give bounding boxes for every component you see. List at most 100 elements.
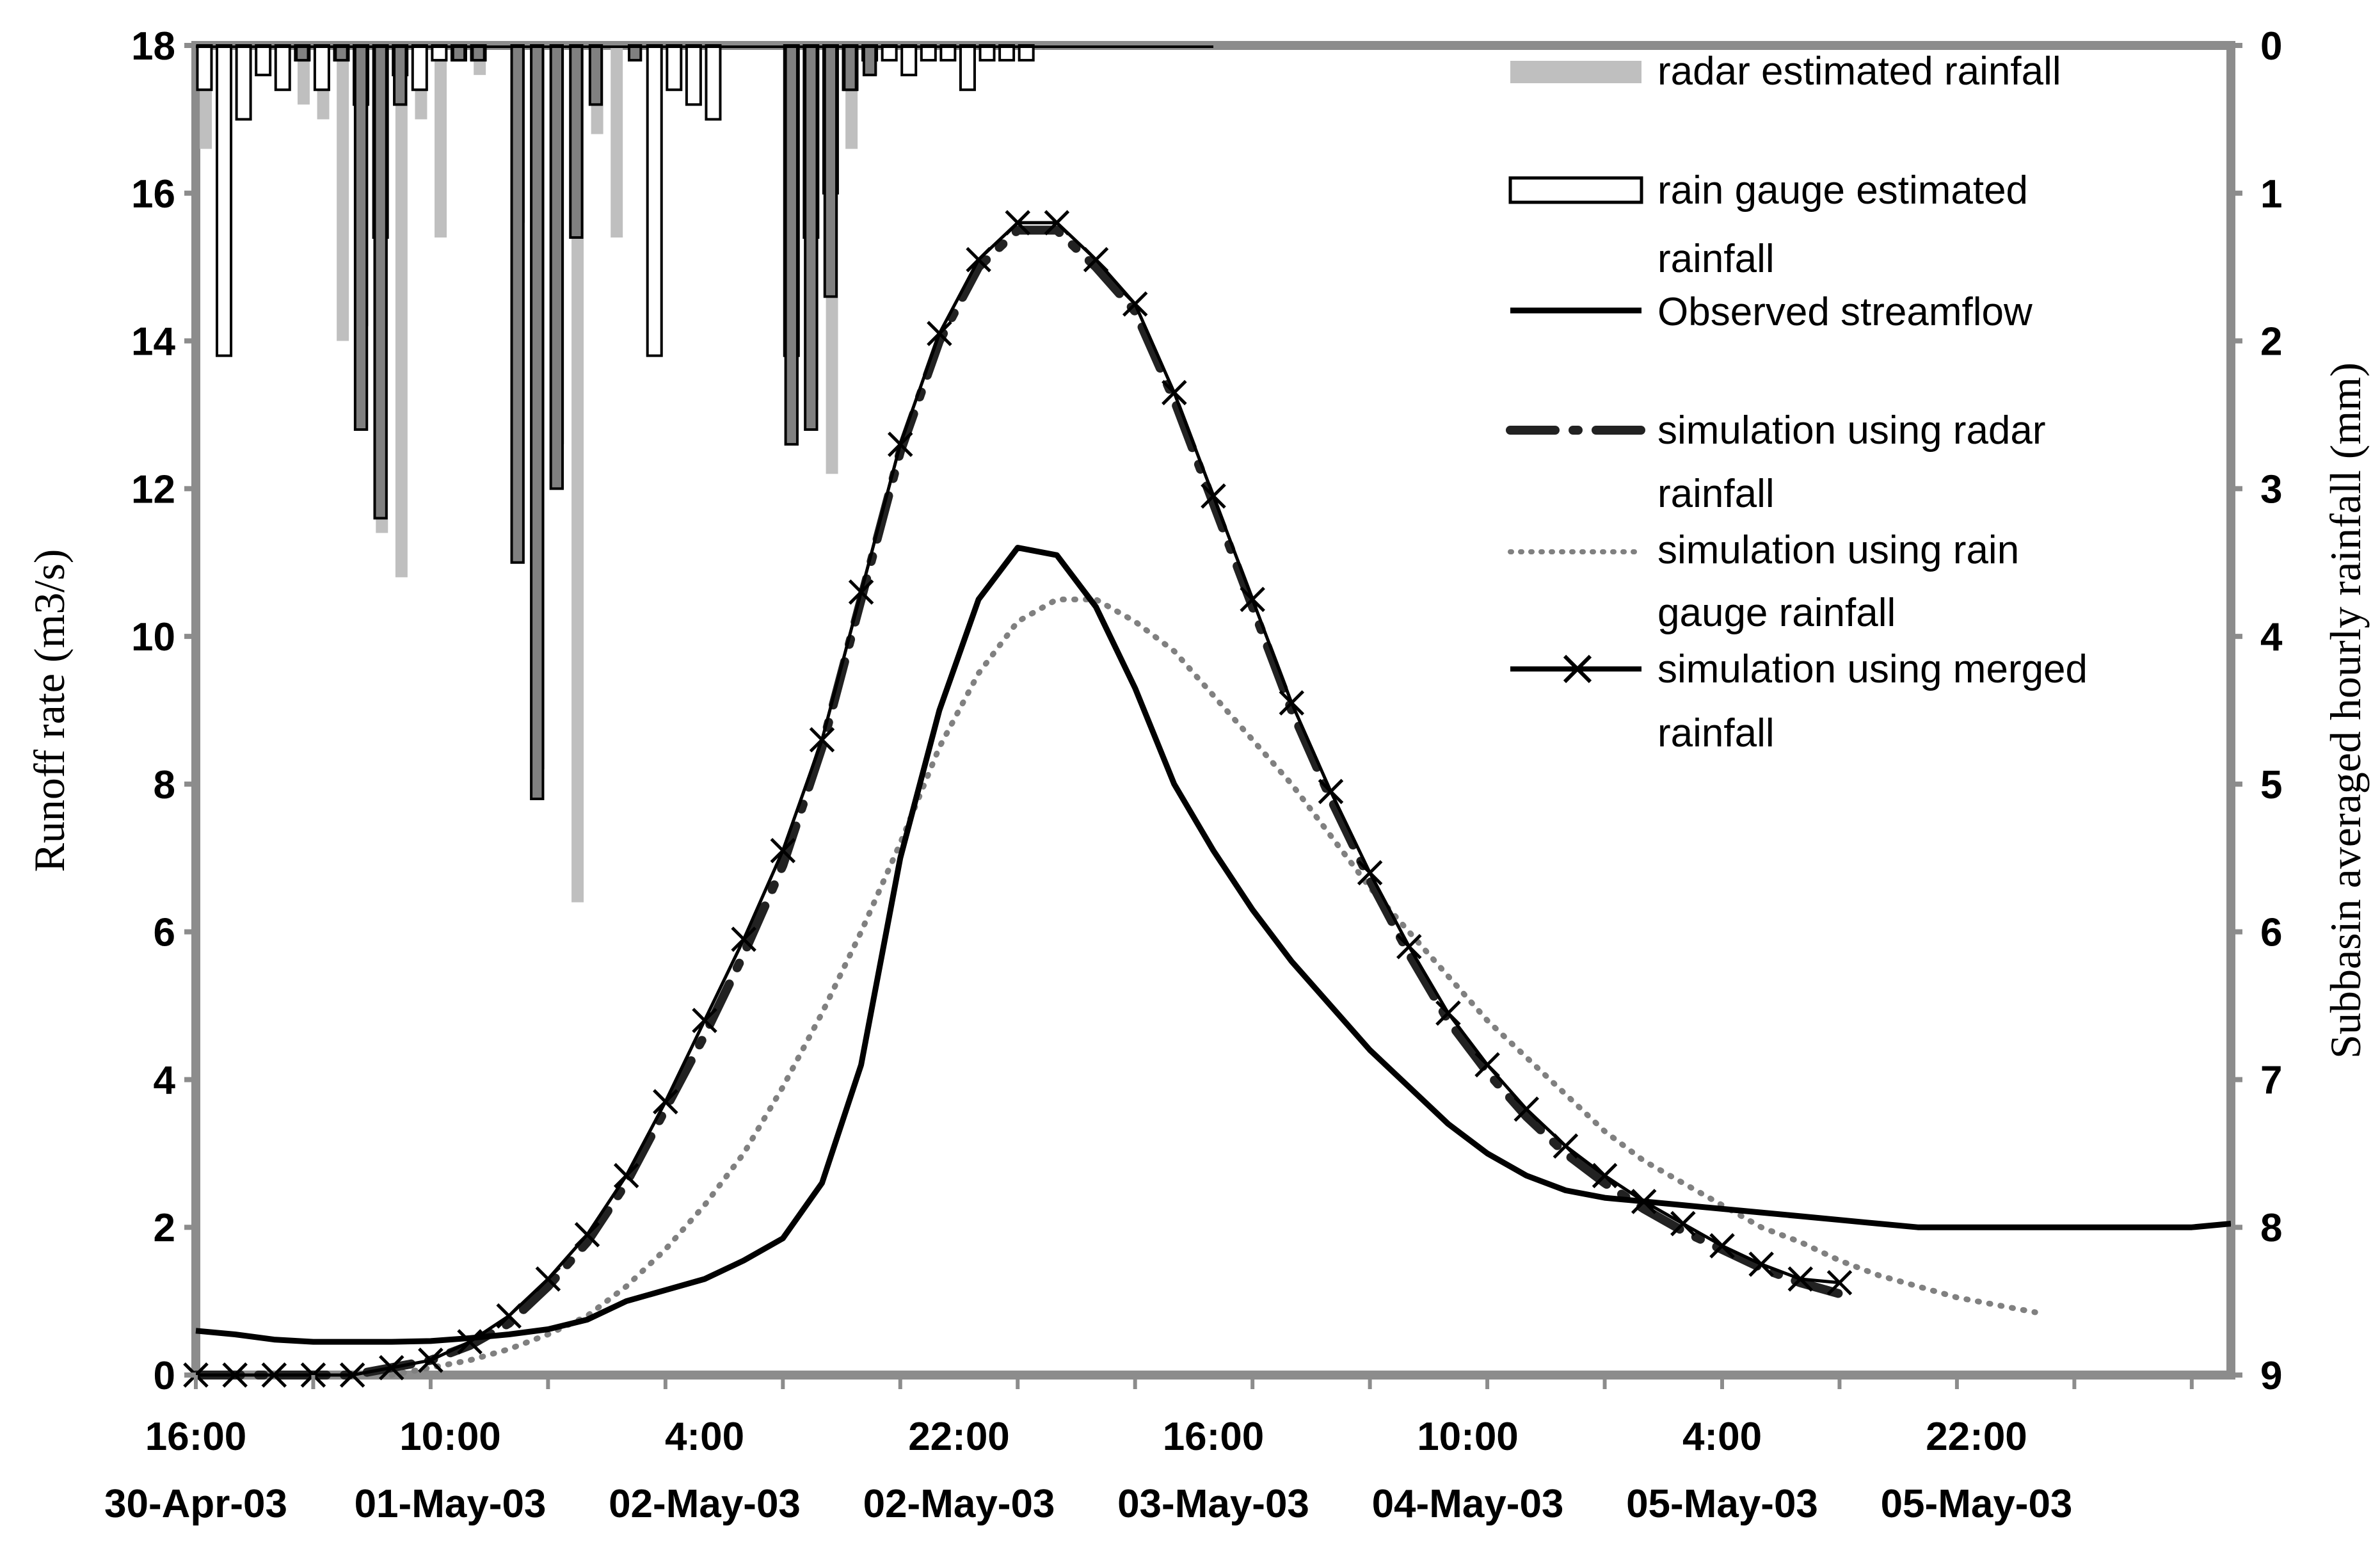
gauge-rain-bar (216, 44, 233, 357)
merged-rain-bar (510, 44, 525, 564)
sim-merged-marker (731, 926, 756, 952)
right-tick-label: 7 (2260, 1058, 2282, 1102)
x-tick-time: 10:00 (399, 1415, 501, 1459)
gauge-rain-bar (196, 44, 213, 92)
merged-rain-bar (843, 44, 858, 92)
x-tick-date: 01-May-03 (355, 1482, 547, 1526)
right-tick-label: 8 (2260, 1206, 2282, 1250)
sim-merged-marker (457, 1329, 483, 1355)
right-tick-label: 0 (2260, 24, 2282, 68)
gauge-rain-bar (900, 44, 918, 77)
left-tick-label: 2 (154, 1206, 175, 1250)
sim-merged-marker (574, 1221, 600, 1248)
streamflow-lines (184, 210, 2232, 1388)
merged-rain-bar (373, 44, 388, 520)
sim-merged-marker (848, 579, 874, 605)
sim-radar-line (191, 225, 1844, 1380)
left-tick-label: 18 (131, 24, 175, 68)
x-tick-time: 22:00 (908, 1415, 1010, 1459)
x-tick-time: 10:00 (1417, 1415, 1519, 1459)
gauge-rain-bar (705, 44, 722, 121)
legend-label-observed: Observed streamflow (1657, 290, 2033, 334)
legend-label-gauge-2: rainfall (1657, 237, 1775, 281)
gauge-rain-bar (685, 44, 702, 106)
radar-rain-bar (435, 45, 447, 238)
sim-merged-marker (770, 837, 796, 864)
sim-merged-marker (809, 727, 835, 753)
gauge-rain-bar (646, 44, 663, 357)
radar-rain-bar (611, 45, 623, 238)
sim-merged-marker (653, 1089, 678, 1114)
left-tick-label: 6 (154, 911, 175, 955)
observed-streamflow-line (195, 545, 2232, 1345)
x-tick-date: 30-Apr-03 (104, 1482, 287, 1526)
sim-merged-marker (1709, 1233, 1735, 1259)
merged-rain-bar (569, 44, 584, 239)
x-tick-date: 05-May-03 (1881, 1482, 2073, 1526)
sim-merged-marker (692, 1008, 717, 1033)
gauge-rain-bar (235, 44, 252, 121)
gauge-rain-bar (666, 44, 683, 92)
sim-merged-marker (966, 246, 991, 273)
x-tick-time: 4:00 (1682, 1415, 1762, 1459)
gauge-rain-bar (255, 44, 272, 77)
merged-rain-bar (393, 44, 408, 106)
sim-merged-marker (1474, 1052, 1500, 1078)
merged-rain-bar (530, 44, 545, 800)
sim-merged-marker (379, 1355, 404, 1381)
merged-rain-bar (804, 44, 819, 431)
right-tick-label: 3 (2260, 467, 2282, 511)
sim-merged-marker (1826, 1269, 1853, 1296)
legend-label-sim-radar-2: rainfall (1657, 472, 1775, 516)
plot-frame (191, 41, 2235, 1380)
x-tick-time: 16:00 (1163, 1415, 1265, 1459)
sim-merged-marker (261, 1362, 287, 1388)
sim-merged-marker (613, 1163, 639, 1189)
legend-swatch-gauge (1508, 176, 1643, 204)
sim-merged-marker (222, 1362, 248, 1388)
legend-label-sim-radar-1: simulation using radar (1657, 408, 2046, 453)
sim-merged-marker (535, 1266, 561, 1292)
legend-label-sim-merged-2: rainfall (1657, 711, 1775, 755)
gauge-rain-bar (411, 44, 428, 92)
sim-merged-marker (1005, 210, 1030, 236)
sim-merged-marker (927, 321, 952, 346)
left-tick-label: 10 (131, 615, 175, 659)
gauge-rain-bar (959, 44, 976, 92)
radar-rain-bar (571, 45, 584, 903)
sim-merged-marker (1240, 586, 1265, 613)
merged-rain-bar (823, 44, 838, 298)
left-tick-label: 4 (154, 1058, 176, 1102)
left-tick-label: 12 (131, 467, 175, 511)
sim-merged-marker (1318, 778, 1344, 805)
x-tick-time: 16:00 (145, 1415, 247, 1459)
sim-merged-marker (1279, 690, 1305, 716)
x-tick-date: 05-May-03 (1626, 1482, 1818, 1526)
right-tick-label: 5 (2260, 763, 2282, 807)
sim-gauge-line (388, 596, 2038, 1378)
merged-rain-bar (588, 44, 603, 106)
gauge-rain-bar (313, 44, 330, 92)
sim-merged-marker (1748, 1251, 1774, 1277)
sim-merged-marker (418, 1348, 443, 1373)
legend-label-radar: radar estimated rainfall (1657, 49, 2061, 93)
sim-merged-marker (1513, 1096, 1539, 1122)
x-tick-date: 02-May-03 (863, 1482, 1055, 1526)
left-tick-label: 16 (131, 172, 175, 216)
right-tick-label: 6 (2260, 911, 2282, 955)
right-axis-title: Subbasin averaged hourly rainfall (mm) (2321, 362, 2370, 1059)
x-tick-date: 04-May-03 (1372, 1482, 1564, 1526)
x-tick-time: 22:00 (1926, 1415, 2027, 1459)
sim-merged-marker (1162, 380, 1187, 406)
chart-legend: radar estimated rainfall rain gauge esti… (1506, 49, 2088, 755)
right-tick-label: 2 (2260, 320, 2282, 364)
gauge-rain-bar (274, 44, 291, 92)
legend-marker-sim-merged (1563, 654, 1592, 684)
left-axis-title: Runoff rate (m3/s) (25, 549, 74, 873)
radar-rain-bar (395, 45, 408, 577)
sim-merged-marker (1357, 860, 1383, 886)
x-tick-date: 03-May-03 (1117, 1482, 1309, 1526)
sim-merged-marker (1592, 1163, 1618, 1189)
